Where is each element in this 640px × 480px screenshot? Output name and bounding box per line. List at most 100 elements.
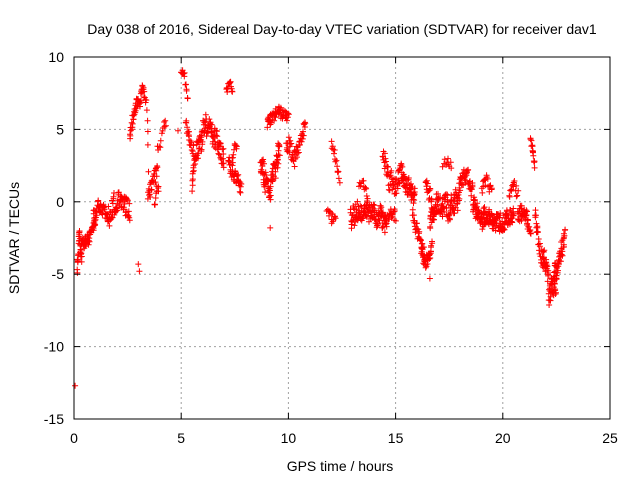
data-point	[217, 140, 224, 147]
data-point	[190, 167, 197, 174]
data-point	[331, 150, 337, 157]
data-point	[546, 297, 553, 303]
data-point	[531, 158, 538, 165]
data-point	[184, 95, 191, 102]
data-point	[293, 154, 300, 161]
data-point	[354, 198, 361, 205]
data-point	[553, 289, 559, 296]
data-point	[212, 138, 218, 145]
data-point	[547, 293, 554, 300]
data-point	[515, 187, 522, 194]
data-point	[396, 180, 402, 187]
data-point	[147, 194, 154, 200]
data-point	[392, 217, 399, 224]
data-point	[86, 235, 93, 242]
data-point	[543, 262, 550, 268]
data-point	[206, 116, 213, 123]
data-point	[533, 212, 539, 219]
data-point	[410, 212, 417, 219]
chart-title: Day 038 of 2016, Sidereal Day-to-day VTE…	[87, 21, 597, 37]
data-point	[136, 268, 143, 275]
data-point	[481, 204, 488, 211]
data-point	[524, 208, 530, 215]
data-point	[135, 261, 142, 268]
data-point	[175, 127, 181, 134]
data-point	[328, 138, 335, 145]
data-point	[456, 195, 463, 202]
data-point	[391, 208, 398, 214]
data-point	[293, 143, 300, 150]
data-point	[336, 179, 343, 186]
data-point	[532, 207, 539, 214]
data-point	[287, 141, 294, 148]
data-point	[506, 193, 513, 200]
data-point	[78, 258, 85, 265]
data-point	[561, 232, 568, 239]
data-point	[276, 152, 283, 159]
data-point	[156, 143, 163, 150]
data-point	[152, 179, 159, 186]
data-point	[298, 138, 305, 145]
data-point	[277, 104, 284, 111]
x-tick-label: 25	[602, 430, 618, 446]
data-point	[130, 116, 137, 123]
data-point	[468, 192, 475, 199]
data-point	[382, 158, 389, 165]
data-point	[236, 188, 243, 195]
data-point	[473, 203, 480, 210]
data-point	[411, 197, 418, 204]
data-point	[385, 164, 391, 170]
data-point	[427, 185, 434, 192]
data-point	[74, 266, 81, 273]
data-point	[518, 202, 525, 209]
data-point	[443, 205, 450, 212]
data-point	[360, 177, 367, 184]
data-point	[454, 207, 461, 214]
data-point	[144, 128, 151, 135]
x-tick-label: 10	[281, 430, 297, 446]
data-point	[530, 152, 537, 159]
data-point	[261, 160, 267, 167]
data-point	[141, 94, 147, 100]
data-point	[215, 143, 222, 150]
y-tick-label: 10	[48, 49, 64, 65]
data-point	[405, 176, 412, 183]
data-point	[157, 137, 164, 144]
data-point	[143, 107, 150, 114]
data-point	[189, 188, 196, 195]
data-point	[106, 222, 113, 229]
data-point	[264, 124, 271, 131]
data-point	[557, 258, 564, 265]
data-point	[148, 186, 155, 193]
x-tick-label: 0	[70, 430, 78, 446]
data-point	[439, 163, 446, 170]
data-point	[190, 142, 197, 149]
data-point	[105, 203, 112, 210]
data-point	[90, 227, 97, 234]
data-point	[295, 149, 302, 156]
data-point	[189, 170, 196, 177]
data-point	[544, 263, 551, 270]
data-point	[429, 240, 436, 247]
data-point	[527, 230, 534, 237]
data-point	[262, 172, 268, 178]
data-point	[472, 196, 478, 203]
data-point	[457, 187, 464, 194]
data-point	[127, 132, 134, 139]
data-point	[188, 147, 195, 153]
data-point	[523, 212, 530, 218]
data-point	[514, 192, 521, 199]
data-point	[408, 180, 414, 187]
data-point	[465, 166, 472, 173]
data-point	[184, 124, 191, 131]
data-point	[262, 169, 269, 176]
data-point	[545, 272, 552, 279]
data-point	[198, 148, 205, 155]
data-point	[513, 193, 520, 200]
data-point	[560, 241, 567, 248]
data-point	[233, 145, 240, 152]
data-point	[410, 196, 417, 203]
data-point	[534, 229, 541, 236]
x-axis-label: GPS time / hours	[287, 458, 394, 474]
